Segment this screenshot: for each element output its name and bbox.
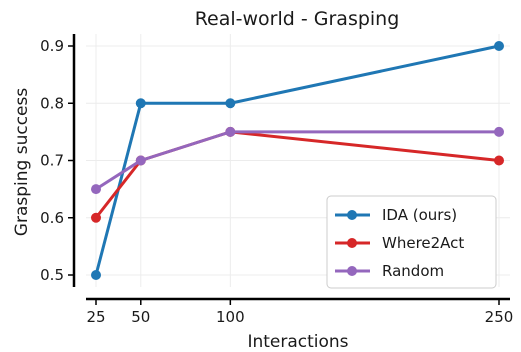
data-point-random xyxy=(225,126,236,137)
legend-label: IDA (ours) xyxy=(382,206,457,224)
y-ticks: 0.5 0.6 0.7 0.8 0.9 xyxy=(40,37,74,284)
legend-marker xyxy=(347,238,357,248)
data-point-random xyxy=(91,184,101,195)
y-tick-label: 0.9 xyxy=(40,37,64,55)
legend-marker xyxy=(347,266,357,276)
legend-marker xyxy=(347,210,357,220)
x-tick-label: 100 xyxy=(216,308,245,326)
data-point-ida-ours xyxy=(135,98,146,109)
y-tick-label: 0.8 xyxy=(40,94,64,112)
y-tick-label: 0.6 xyxy=(40,209,64,227)
legend-label: Where2Act xyxy=(382,234,464,252)
legend-box xyxy=(326,195,497,289)
data-point-where2act xyxy=(91,212,101,223)
y-tick-label: 0.7 xyxy=(40,152,64,170)
series-group xyxy=(91,41,504,280)
legend-label: Random xyxy=(382,262,444,280)
x-tick-label: 50 xyxy=(131,308,150,326)
x-tick-label: 250 xyxy=(485,308,514,326)
legend: IDA (ours) Where2Act Random xyxy=(326,195,497,289)
data-point-ida-ours xyxy=(225,98,236,109)
series-line-random xyxy=(95,130,499,191)
chart-title: Real-world - Grasping xyxy=(195,8,400,30)
data-point-where2act xyxy=(494,155,504,166)
x-axis-label: Interactions xyxy=(247,332,348,352)
y-tick-label: 0.5 xyxy=(40,266,64,284)
y-axis-label: Grasping success xyxy=(12,88,32,237)
data-point-random xyxy=(494,126,504,137)
data-point-ida-ours xyxy=(91,270,101,280)
data-point-ida-ours xyxy=(494,41,504,51)
x-tick-label: 25 xyxy=(86,308,105,326)
x-ticks: 25 50 100 250 xyxy=(86,299,513,326)
data-point-random xyxy=(135,155,146,166)
